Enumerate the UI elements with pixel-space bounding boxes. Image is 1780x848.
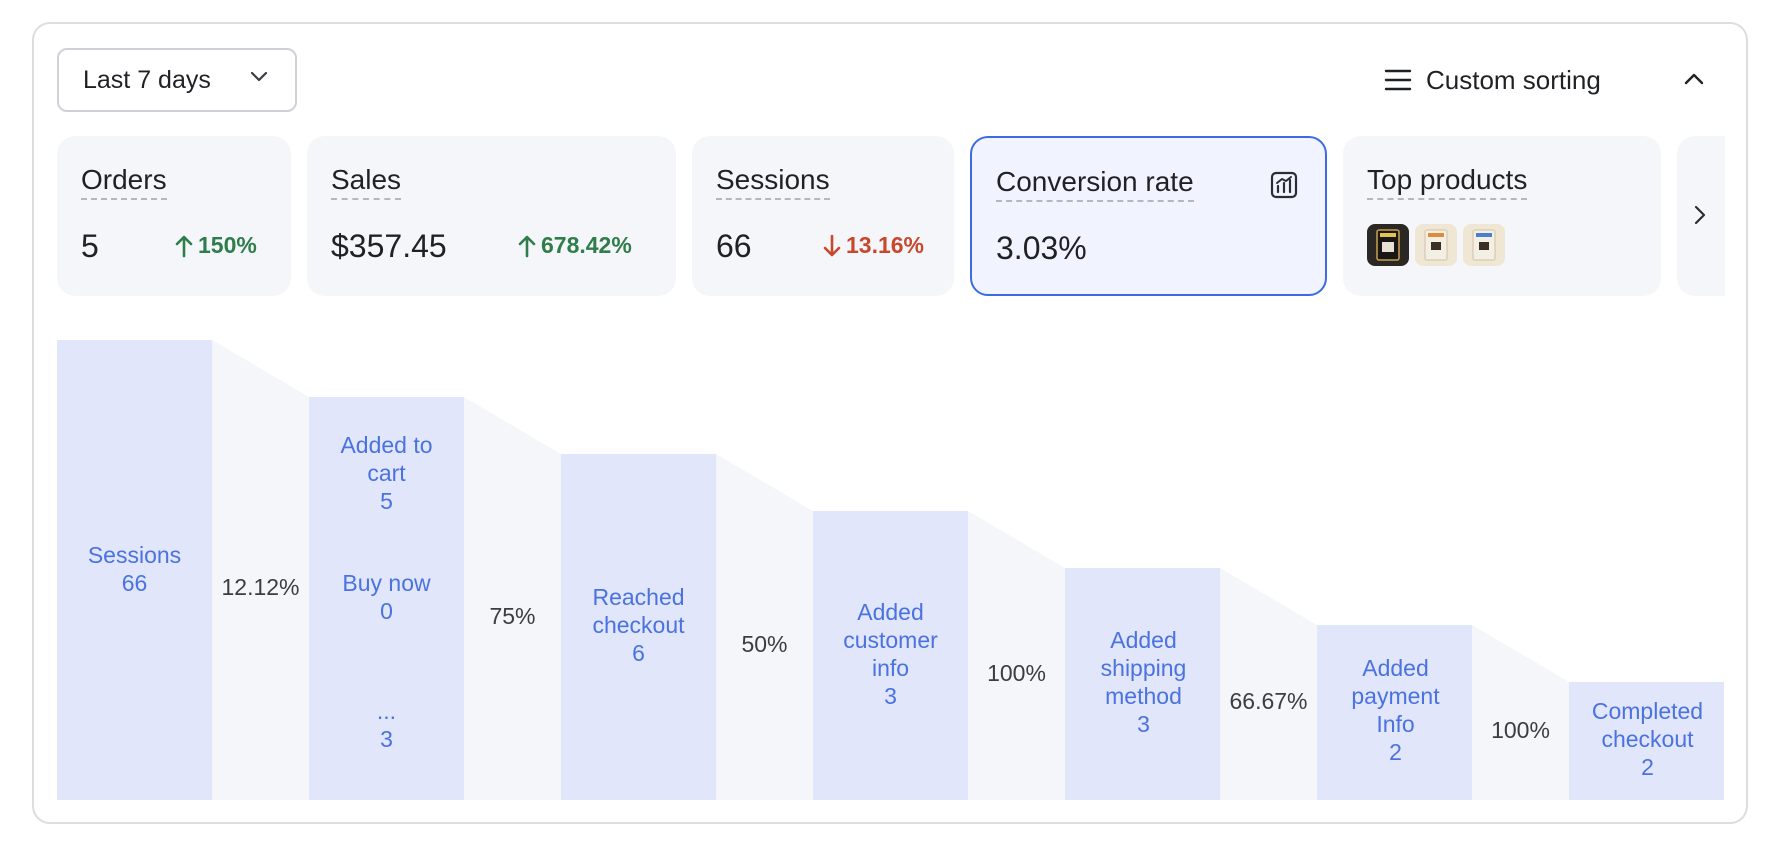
- funnel-bar-label-completed-checkout: Completed checkout 2: [1570, 697, 1725, 781]
- funnel-bar-label-buy-now: Buy now 0: [309, 569, 464, 625]
- metric-delta: 150%: [174, 232, 257, 259]
- metric-title: Sessions: [716, 164, 830, 200]
- metric-card-orders[interactable]: Orders 5 150%: [57, 136, 291, 296]
- date-range-dropdown[interactable]: Last 7 days: [57, 48, 297, 112]
- stage-value: 3: [884, 683, 897, 709]
- chevron-up-icon: [1684, 73, 1704, 85]
- product-thumbnail[interactable]: [1463, 224, 1505, 266]
- product-package-icon: [1376, 229, 1400, 261]
- arrow-down-icon: [823, 234, 841, 256]
- stage-name: Completed checkout: [1591, 698, 1704, 752]
- conversion-rate-label: 75%: [489, 602, 536, 629]
- stage-value: 3: [380, 726, 393, 752]
- funnel-bar-label-shipping-method: Added shipping method 3: [1066, 626, 1221, 738]
- chevron-right-icon: [1694, 205, 1706, 225]
- stage-value: 2: [1641, 754, 1654, 780]
- funnel-connector: [212, 340, 309, 800]
- funnel-connector: [968, 511, 1065, 800]
- funnel-connector: [1472, 625, 1569, 800]
- funnel-bar-label-added-to-cart: Added to cart 5: [309, 431, 464, 515]
- conversion-rate-label: 50%: [741, 631, 788, 657]
- conversion-rate-label: 66.67%: [1229, 688, 1308, 714]
- funnel-bar[interactable]: [1317, 625, 1472, 800]
- metric-value: 66: [716, 228, 752, 264]
- metric-delta: 678.42%: [517, 232, 632, 259]
- custom-sorting-label: Custom sorting: [1426, 64, 1601, 95]
- product-thumbnails: [1367, 224, 1505, 266]
- funnel-bar-label-sessions: Sessions 66: [57, 541, 212, 597]
- product-package-icon: [1424, 229, 1448, 261]
- funnel-bar-label-reached-checkout: Reached checkout 6: [561, 583, 716, 667]
- funnel-bar[interactable]: [561, 454, 716, 800]
- product-package-icon: [1472, 229, 1496, 261]
- arrow-up-icon: [518, 235, 536, 257]
- next-metrics-button[interactable]: [1677, 136, 1725, 296]
- stage-name: Added customer info: [843, 599, 938, 681]
- stage-name: Added shipping method: [1100, 627, 1187, 709]
- metric-delta-value: 150%: [198, 232, 257, 258]
- funnel-bar[interactable]: [813, 511, 968, 800]
- stage-value: 6: [632, 640, 645, 666]
- metric-card-sales[interactable]: Sales $357.45 678.42%: [307, 136, 676, 296]
- product-thumbnail[interactable]: [1367, 224, 1409, 266]
- metric-title: Conversion rate: [996, 166, 1194, 202]
- product-thumbnail[interactable]: [1415, 224, 1457, 266]
- stage-name: Added to cart: [340, 432, 433, 486]
- conversion-rate-label: 100%: [1491, 716, 1550, 743]
- custom-sorting-button[interactable]: Custom sorting: [1384, 60, 1601, 100]
- metric-card-sessions[interactable]: Sessions 66 13.16%: [692, 136, 954, 296]
- arrow-up-icon: [175, 235, 193, 257]
- stage-name: Sessions: [87, 542, 182, 568]
- stage-value: 2: [1389, 739, 1402, 765]
- stage-name: Added payment Info: [1351, 655, 1440, 737]
- conversion-rate-label: 12.12%: [221, 574, 300, 600]
- stage-value: 0: [380, 598, 393, 624]
- metric-value: 5: [81, 228, 99, 264]
- chart-icon[interactable]: [1269, 170, 1299, 200]
- stage-value: 66: [121, 570, 148, 596]
- funnel-bar[interactable]: [1569, 682, 1724, 800]
- stage-value: 5: [380, 488, 393, 514]
- chevron-down-icon: [250, 71, 268, 82]
- stage-name: Reached checkout: [592, 584, 685, 638]
- list-icon: [1384, 69, 1412, 91]
- metric-value: $357.45: [331, 228, 447, 264]
- funnel-bar[interactable]: [309, 397, 464, 800]
- metric-title: Sales: [331, 164, 402, 200]
- metric-delta-value: 13.16%: [846, 232, 925, 258]
- metric-delta: 13.16%: [822, 232, 924, 259]
- funnel-connector: [1220, 568, 1317, 800]
- metric-value: 3.03%: [996, 230, 1087, 266]
- funnel-bar-label-other: ... 3: [309, 697, 464, 753]
- stage-name: Buy now: [342, 570, 431, 596]
- metric-card-conversion-rate[interactable]: Conversion rate 3.03%: [970, 136, 1327, 296]
- collapse-button[interactable]: [1676, 64, 1712, 94]
- funnel-bar-label-payment-info: Added payment Info 2: [1318, 654, 1473, 766]
- date-range-label: Last 7 days: [83, 65, 211, 94]
- conversion-rate-label: 100%: [987, 659, 1046, 686]
- funnel-bar-label-customer-info: Added customer info 3: [813, 598, 968, 710]
- funnel-bar[interactable]: [1065, 568, 1220, 800]
- funnel-bar[interactable]: [57, 340, 212, 800]
- funnel-connector: [716, 454, 813, 800]
- metric-delta-value: 678.42%: [541, 232, 632, 258]
- funnel-connector: [464, 397, 561, 800]
- metric-card-top-products[interactable]: Top products: [1343, 136, 1661, 296]
- stage-value: 3: [1137, 711, 1150, 737]
- metric-title: Top products: [1367, 164, 1528, 200]
- stage-name: ...: [376, 698, 397, 724]
- metric-title: Orders: [81, 164, 167, 200]
